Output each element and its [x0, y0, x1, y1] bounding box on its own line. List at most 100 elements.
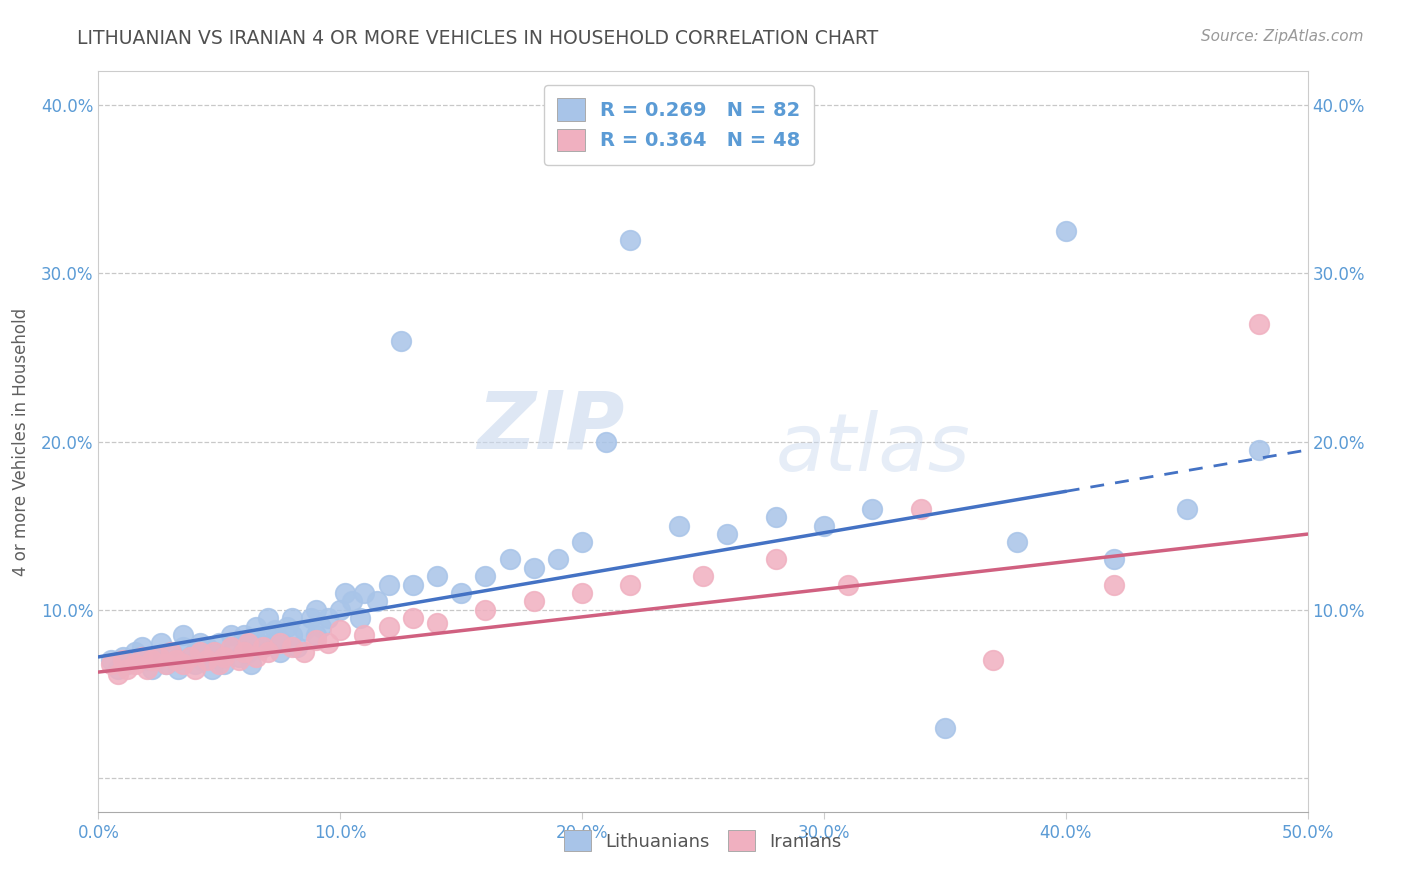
- Point: [165, 653, 187, 667]
- Point: [474, 603, 496, 617]
- Point: [309, 619, 332, 633]
- Legend: Lithuanians, Iranians: Lithuanians, Iranians: [557, 823, 849, 858]
- Point: [228, 649, 250, 664]
- Point: [222, 640, 245, 654]
- Point: [619, 233, 641, 247]
- Point: [981, 653, 1004, 667]
- Point: [1249, 442, 1271, 457]
- Point: [117, 662, 139, 676]
- Point: [1249, 317, 1271, 331]
- Point: [245, 649, 267, 664]
- Point: [160, 645, 183, 659]
- Point: [212, 649, 235, 664]
- Point: [692, 569, 714, 583]
- Point: [150, 636, 173, 650]
- Point: [221, 640, 243, 654]
- Point: [135, 662, 157, 676]
- Point: [1102, 577, 1125, 591]
- Point: [107, 666, 129, 681]
- Point: [595, 434, 617, 449]
- Point: [281, 611, 304, 625]
- Point: [188, 645, 211, 659]
- Point: [305, 628, 328, 642]
- Point: [148, 649, 170, 664]
- Point: [292, 645, 315, 659]
- Point: [221, 628, 243, 642]
- Point: [276, 619, 298, 633]
- Point: [228, 653, 250, 667]
- Point: [349, 611, 371, 625]
- Point: [910, 501, 932, 516]
- Point: [252, 640, 274, 654]
- Text: atlas: atlas: [776, 410, 970, 488]
- Point: [238, 645, 260, 659]
- Point: [353, 628, 375, 642]
- Point: [245, 619, 267, 633]
- Point: [245, 633, 267, 648]
- Point: [195, 640, 218, 654]
- Point: [208, 657, 231, 671]
- Point: [1175, 501, 1198, 516]
- Point: [167, 662, 190, 676]
- Point: [232, 628, 254, 642]
- Point: [377, 577, 399, 591]
- Point: [285, 640, 308, 654]
- Point: [172, 628, 194, 642]
- Point: [124, 645, 146, 659]
- Point: [184, 657, 207, 671]
- Point: [256, 645, 278, 659]
- Point: [131, 640, 153, 654]
- Point: [329, 623, 352, 637]
- Point: [111, 649, 134, 664]
- Point: [281, 628, 304, 642]
- Point: [474, 569, 496, 583]
- Point: [316, 611, 339, 625]
- Point: [264, 623, 287, 637]
- Point: [837, 577, 859, 591]
- Point: [450, 586, 472, 600]
- Point: [256, 611, 278, 625]
- Point: [668, 518, 690, 533]
- Point: [329, 603, 352, 617]
- Point: [172, 640, 194, 654]
- Point: [765, 510, 787, 524]
- Point: [232, 636, 254, 650]
- Point: [269, 645, 291, 659]
- Point: [547, 552, 569, 566]
- Point: [111, 653, 134, 667]
- Point: [402, 577, 425, 591]
- Point: [204, 645, 226, 659]
- Point: [571, 535, 593, 549]
- Point: [333, 586, 356, 600]
- Point: [619, 577, 641, 591]
- Text: ZIP: ZIP: [477, 388, 624, 466]
- Point: [353, 586, 375, 600]
- Point: [135, 653, 157, 667]
- Point: [934, 721, 956, 735]
- Point: [141, 653, 163, 667]
- Point: [765, 552, 787, 566]
- Point: [813, 518, 835, 533]
- Point: [188, 636, 211, 650]
- Point: [184, 662, 207, 676]
- Point: [299, 611, 322, 625]
- Point: [212, 657, 235, 671]
- Point: [252, 640, 274, 654]
- Point: [124, 657, 146, 671]
- Point: [1007, 535, 1029, 549]
- Point: [179, 649, 201, 664]
- Point: [232, 645, 254, 659]
- Point: [191, 653, 214, 667]
- Point: [141, 662, 163, 676]
- Point: [389, 334, 412, 348]
- Text: LITHUANIAN VS IRANIAN 4 OR MORE VEHICLES IN HOUSEHOLD CORRELATION CHART: LITHUANIAN VS IRANIAN 4 OR MORE VEHICLES…: [77, 29, 879, 47]
- Point: [239, 657, 262, 671]
- Point: [1054, 224, 1077, 238]
- Point: [305, 603, 328, 617]
- Point: [426, 616, 449, 631]
- Point: [100, 657, 122, 671]
- Point: [716, 527, 738, 541]
- Point: [160, 645, 183, 659]
- Point: [165, 653, 187, 667]
- Point: [208, 649, 231, 664]
